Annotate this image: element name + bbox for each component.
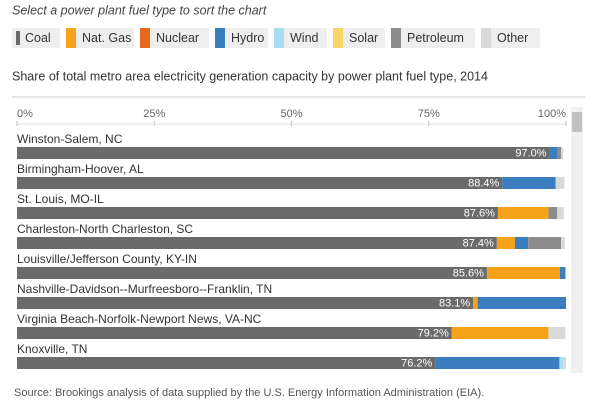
legend-swatch[interactable] <box>274 28 284 48</box>
bar-segment <box>549 147 558 159</box>
bar-segment <box>561 147 564 159</box>
bar-segment <box>496 237 515 249</box>
value-label: 97.0% <box>515 147 546 159</box>
legend-swatch[interactable] <box>391 28 401 48</box>
bar-segment <box>514 237 529 249</box>
legend-button[interactable] <box>215 28 268 48</box>
bar-segment <box>557 147 562 159</box>
category-label: Louisville/Jefferson County, KY-IN <box>17 252 197 266</box>
legend-swatch[interactable] <box>140 28 150 48</box>
legend-label[interactable]: Hydro <box>231 31 264 45</box>
x-tick-label: 25% <box>143 108 165 120</box>
value-label: 85.6% <box>453 267 484 279</box>
legend-label[interactable]: Coal <box>25 31 51 45</box>
legend-label[interactable]: Solar <box>349 31 378 45</box>
legend-button[interactable] <box>66 28 134 48</box>
bar-segment <box>17 177 503 189</box>
chart-title: Share of total metro area electricity ge… <box>12 69 488 83</box>
legend-label[interactable]: Nuclear <box>156 31 199 45</box>
value-label: 87.4% <box>463 237 494 249</box>
bar-segment <box>502 177 556 189</box>
legend-button[interactable] <box>391 28 475 48</box>
category-label: Charleston-North Charleston, SC <box>17 222 193 236</box>
value-label: 79.2% <box>418 327 449 339</box>
bar-segment <box>17 237 497 249</box>
category-label: Knoxville, TN <box>17 342 87 356</box>
value-label: 76.2% <box>401 357 432 369</box>
category-label: Nashville-Davidson--Murfreesboro--Frankl… <box>17 282 272 296</box>
bar-segment <box>17 297 474 309</box>
scrollbar[interactable] <box>571 107 583 373</box>
bar-segment <box>17 207 498 219</box>
bar-segment <box>497 207 549 219</box>
bar-segment <box>17 357 436 369</box>
prompt: Select a power plant fuel type to sort t… <box>12 3 267 17</box>
category-label: Virginia Beach-Norfolk-Newport News, VA-… <box>17 312 262 326</box>
legend-swatch[interactable] <box>481 28 491 48</box>
category-label: Birmingham-Hoover, AL <box>17 162 144 176</box>
source: Source: Brookings analysis of data suppl… <box>14 387 484 399</box>
legend-swatch[interactable] <box>333 28 343 48</box>
bar-segment <box>559 267 566 279</box>
bar-segment <box>477 297 566 309</box>
bar-segment <box>561 237 565 249</box>
legend-swatch[interactable] <box>66 28 76 48</box>
bar-segment <box>473 297 478 309</box>
bar-segment <box>555 177 565 189</box>
bar-segment <box>559 357 564 369</box>
legend-swatch[interactable] <box>215 28 225 48</box>
x-tick-label: 50% <box>280 108 302 120</box>
value-label: 83.1% <box>439 297 470 309</box>
bar-segment <box>563 357 566 369</box>
bar-segment <box>528 237 562 249</box>
x-tick-label: 100% <box>538 108 566 120</box>
bar-segment <box>548 207 558 219</box>
bar-segment <box>548 327 566 339</box>
legend-button[interactable] <box>333 28 385 48</box>
legend-button[interactable] <box>12 28 60 48</box>
x-tick-label: 0% <box>17 108 33 120</box>
bar-segment <box>486 267 560 279</box>
bar-segment <box>17 327 452 339</box>
bar-segment <box>557 207 564 219</box>
legend-label[interactable]: Petroleum <box>407 31 464 45</box>
legend-swatch[interactable] <box>16 31 20 45</box>
x-tick-label: 75% <box>418 108 440 120</box>
bar-segment <box>451 327 549 339</box>
bar-segment <box>435 357 560 369</box>
value-label: 87.6% <box>464 207 495 219</box>
value-label: 88.4% <box>468 177 499 189</box>
legend-button[interactable] <box>481 28 540 48</box>
bar-segment <box>17 147 550 159</box>
legend-label[interactable]: Nat. Gas <box>82 31 131 45</box>
category-label: St. Louis, MO-IL <box>17 192 104 206</box>
category-label: Winston-Salem, NC <box>17 132 123 146</box>
legend-label[interactable]: Wind <box>290 31 319 45</box>
legend-label[interactable]: Other <box>497 31 528 45</box>
scroll-thumb[interactable] <box>572 112 582 132</box>
bar-segment <box>17 267 487 279</box>
legend-button[interactable] <box>274 28 327 48</box>
legend-button[interactable] <box>140 28 209 48</box>
